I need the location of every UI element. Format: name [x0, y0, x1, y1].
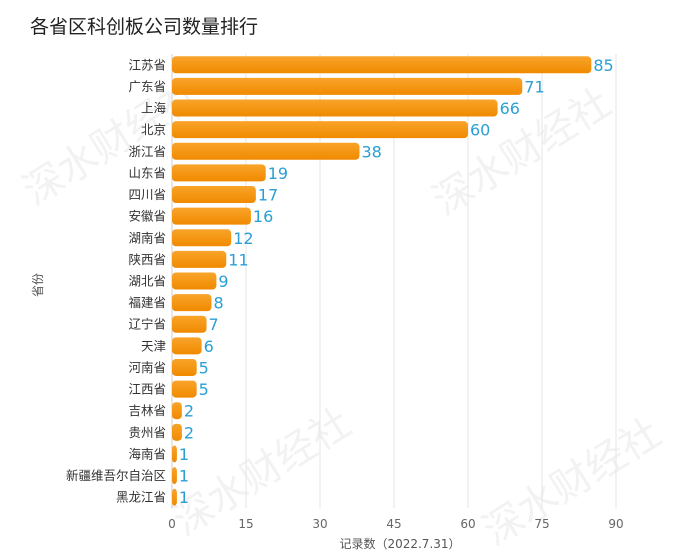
value-label: 16: [253, 207, 273, 226]
bar: [172, 445, 177, 463]
value-label: 5: [199, 380, 209, 399]
y-tick-label: 安徽省: [128, 209, 166, 224]
y-tick-label: 浙江省: [128, 144, 166, 159]
value-label: 12: [233, 229, 253, 248]
x-tick-labels: 0 15 30 45 60 75 90: [168, 517, 623, 531]
bar: [172, 272, 217, 290]
y-tick-label: 江苏省: [128, 57, 166, 72]
value-label: 6: [204, 337, 214, 356]
value-label: 19: [268, 164, 288, 183]
y-tick-label: 江西省: [128, 382, 166, 397]
value-label: 9: [218, 272, 228, 291]
bar: [172, 250, 227, 268]
y-tick-label: 河南省: [128, 360, 166, 375]
value-label: 2: [184, 402, 194, 421]
value-label: 5: [199, 358, 209, 377]
value-label: 7: [209, 315, 219, 334]
x-tick-label: 60: [460, 517, 475, 531]
bars: [172, 56, 592, 506]
x-tick-label: 15: [238, 517, 253, 531]
value-label: 60: [470, 121, 490, 140]
y-axis-label: 省份: [31, 273, 45, 297]
bar: [172, 488, 177, 506]
y-tick-label: 四川省: [128, 187, 166, 202]
bar: [172, 380, 197, 398]
bar: [172, 358, 197, 376]
y-tick-label: 新疆维吾尔自治区: [66, 468, 166, 483]
y-tick-label: 吉林省: [128, 403, 166, 418]
bar: [172, 229, 232, 247]
y-tick-label: 北京: [141, 122, 166, 137]
y-tick-label: 福建省: [128, 295, 166, 310]
value-label: 17: [258, 186, 278, 205]
bar: [172, 164, 266, 182]
y-tick-label: 广东省: [128, 79, 166, 94]
y-tick-label: 海南省: [128, 446, 166, 461]
value-label: 71: [524, 77, 544, 96]
bar: [172, 402, 182, 420]
bar: [172, 467, 177, 485]
bar: [172, 142, 360, 160]
bar: [172, 207, 251, 225]
y-tick-label: 上海: [141, 101, 167, 116]
x-tick-label: 90: [608, 517, 623, 531]
x-tick-label: 45: [386, 517, 401, 531]
x-tick-label: 75: [534, 517, 549, 531]
value-label: 1: [179, 445, 189, 464]
y-tick-label: 辽宁省: [128, 317, 166, 332]
bar: [172, 77, 523, 95]
y-tick-label: 黑龙江省: [116, 490, 166, 505]
y-tick-label: 天津: [141, 338, 166, 353]
bar: [172, 423, 182, 441]
chart-title: 各省区科创板公司数量排行: [30, 16, 259, 38]
bar: [172, 294, 212, 312]
x-tick-label: 30: [312, 517, 327, 531]
value-label: 85: [593, 56, 613, 75]
y-tick-labels: 江苏省广东省上海北京浙江省山东省四川省安徽省湖南省陕西省湖北省福建省辽宁省天津河…: [66, 57, 167, 504]
y-tick-label: 陕西省: [128, 252, 166, 267]
bar: [172, 121, 468, 139]
value-label: 38: [361, 142, 381, 161]
value-label: 8: [213, 294, 223, 313]
y-tick-label: 贵州省: [128, 425, 166, 440]
value-label: 11: [228, 250, 248, 269]
value-label: 1: [179, 488, 189, 507]
bar: [172, 186, 256, 204]
value-label: 66: [500, 99, 520, 118]
bar: [172, 56, 592, 74]
bar: [172, 99, 498, 117]
bar: [172, 315, 207, 333]
x-tick-label: 0: [168, 517, 176, 531]
bar: [172, 337, 202, 355]
value-label: 2: [184, 423, 194, 442]
x-axis-label: 记录数（2022.7.31）: [339, 536, 460, 551]
y-tick-label: 山东省: [128, 165, 166, 180]
y-tick-label: 湖北省: [128, 274, 166, 289]
y-tick-label: 湖南省: [128, 230, 166, 245]
value-label: 1: [179, 467, 189, 486]
